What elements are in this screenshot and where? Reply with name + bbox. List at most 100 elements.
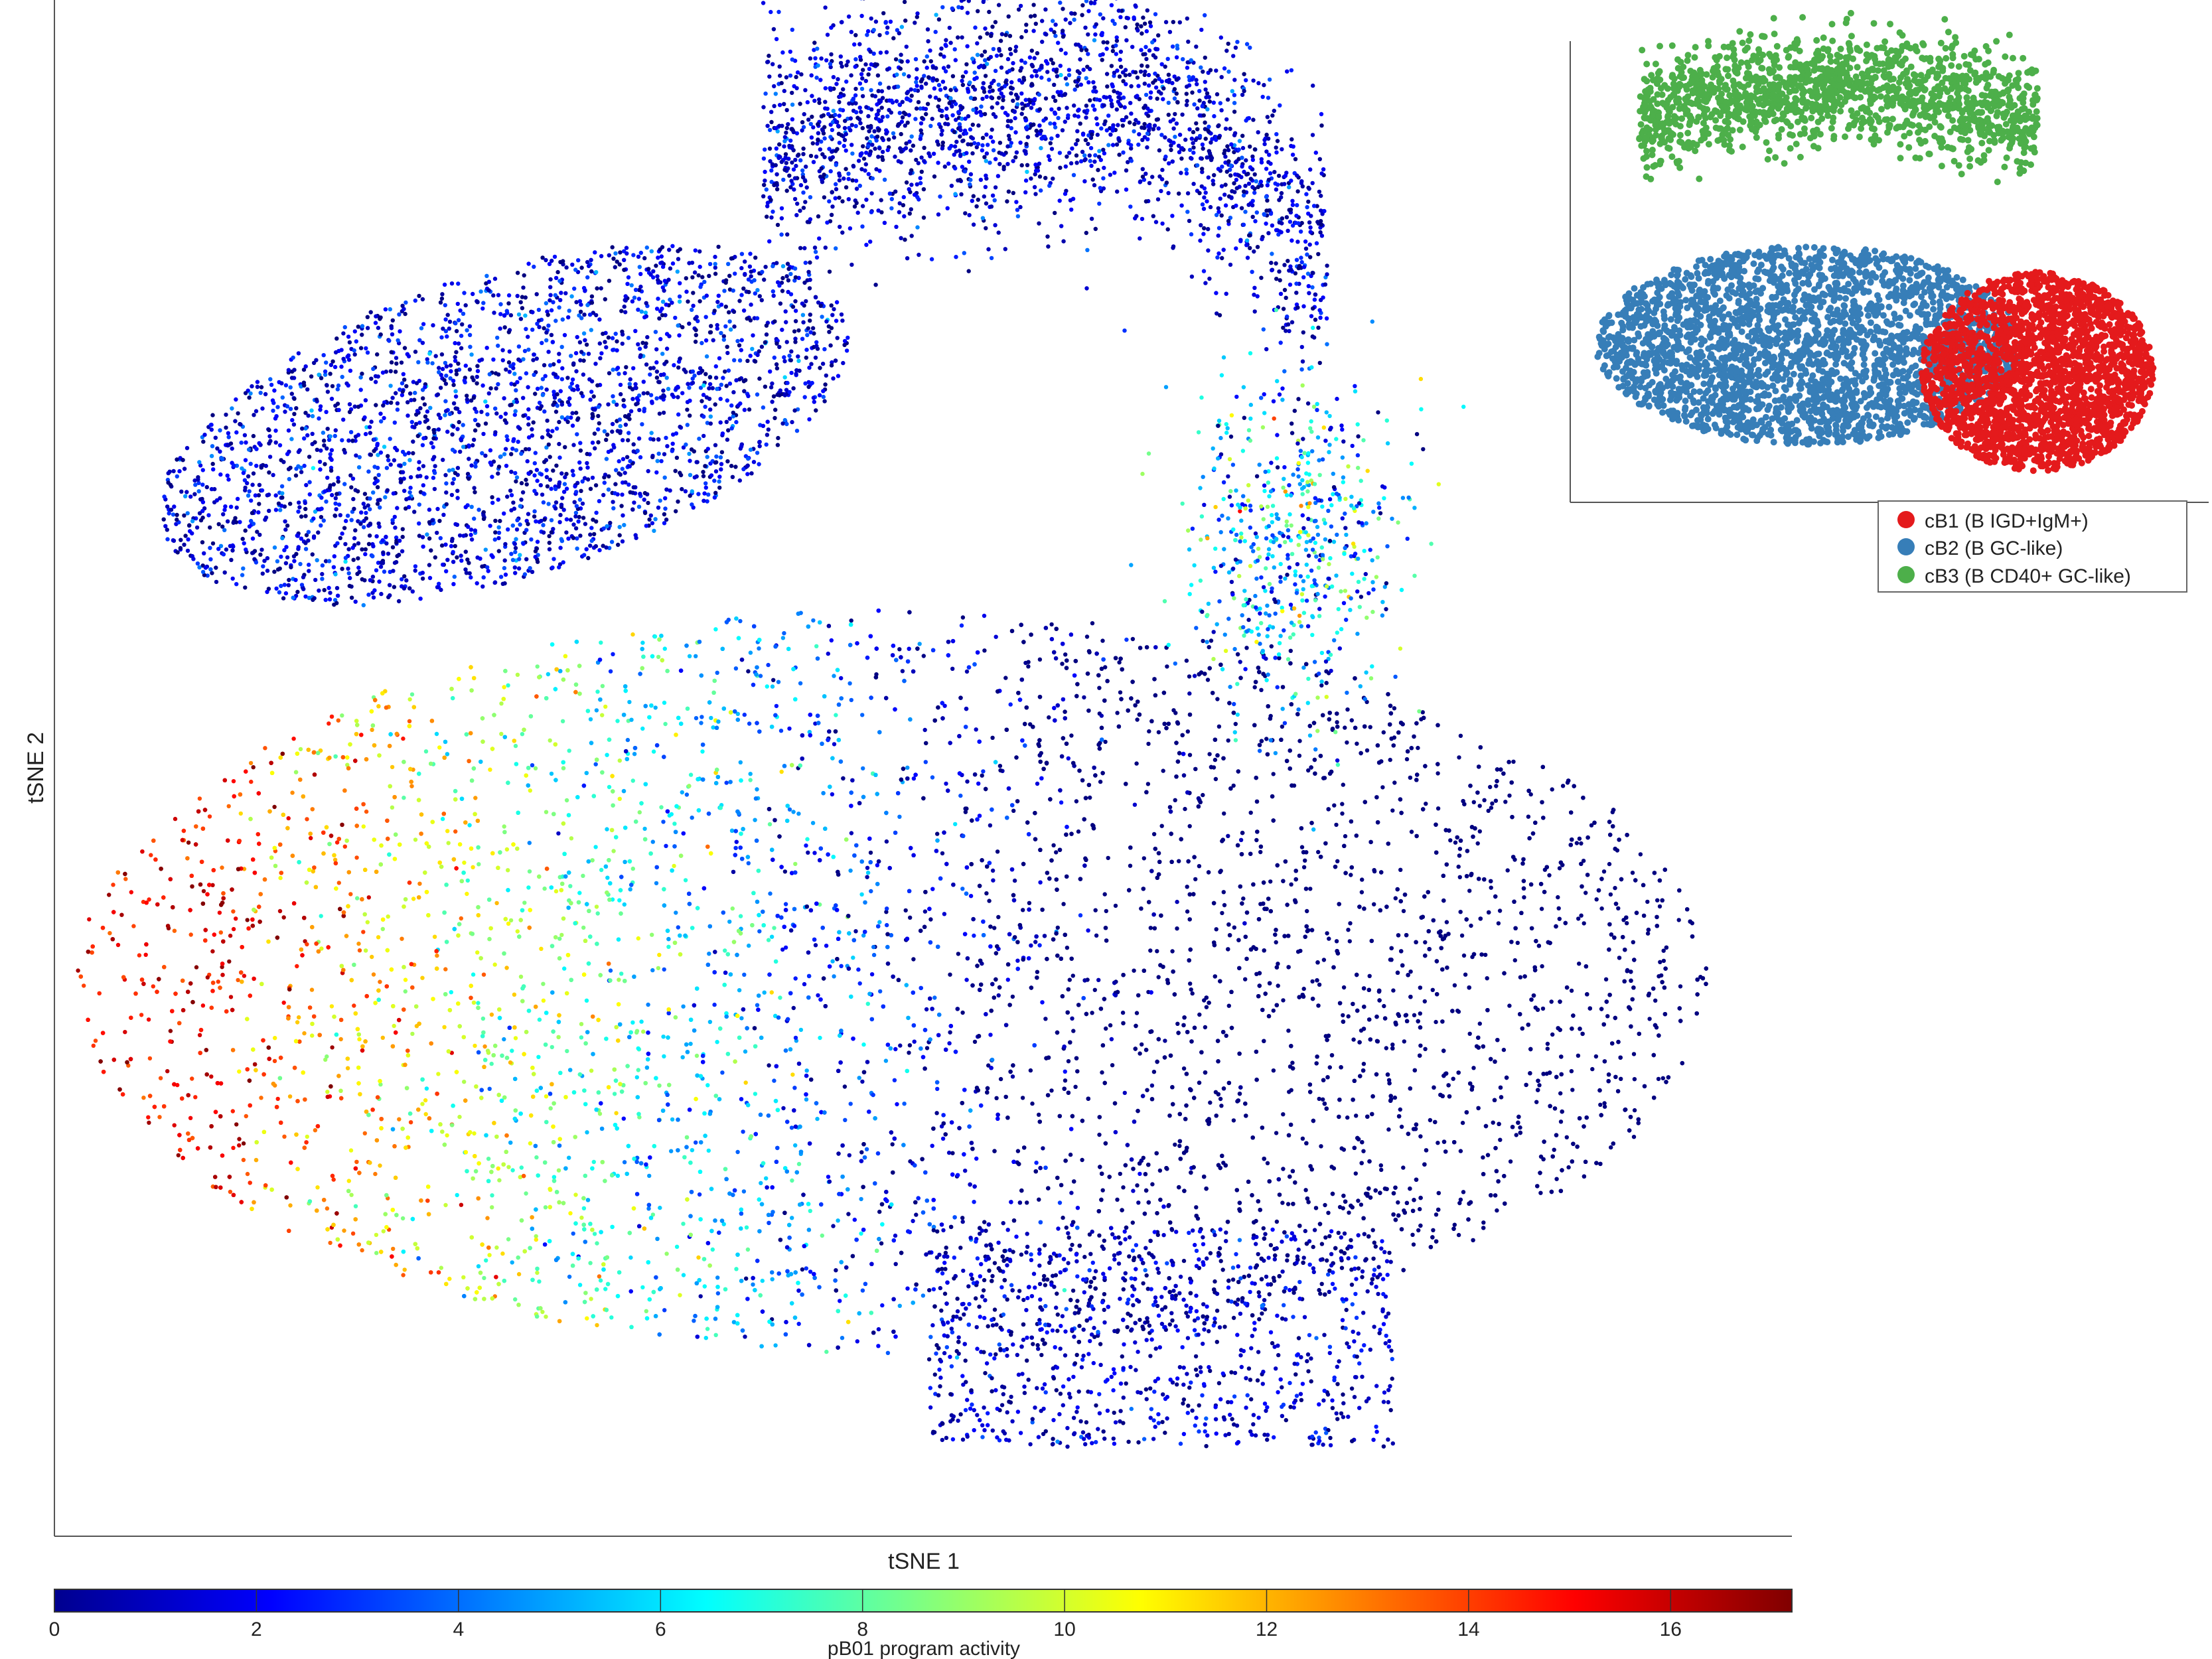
cell-point: [769, 934, 774, 939]
cell-point: [238, 811, 243, 816]
cell-point: [897, 814, 902, 820]
cell-point: [494, 901, 499, 906]
cell-point: [600, 713, 605, 717]
cell-point: [617, 796, 622, 802]
cell-point: [591, 1159, 596, 1165]
cell-point: [1068, 1152, 1073, 1157]
cell-point: [883, 1058, 889, 1063]
cell-point: [1008, 702, 1013, 707]
cell-point: [780, 947, 785, 952]
cell-point: [298, 747, 303, 752]
cell-point: [869, 889, 873, 894]
cell-point: [557, 936, 562, 941]
cell-point: [1258, 849, 1263, 855]
cell-point: [857, 981, 862, 986]
cell-point: [506, 683, 510, 688]
cell-point: [1208, 1251, 1213, 1256]
cell-point: [1021, 908, 1025, 912]
cell-point: [609, 1315, 614, 1320]
cell-point: [903, 908, 908, 913]
cell-point: [757, 646, 761, 651]
cell-point: [1185, 885, 1189, 889]
cell-point: [1631, 1135, 1637, 1139]
cell-point: [1316, 849, 1321, 855]
cell-point: [783, 945, 788, 950]
cell-point: [1613, 886, 1617, 891]
cell-point: [992, 1261, 997, 1265]
cell-point: [391, 1246, 396, 1252]
cell-point: [447, 1276, 452, 1281]
cell-point: [621, 1116, 626, 1121]
cell-point: [895, 1102, 899, 1107]
cell-point: [727, 919, 732, 924]
cell-point: [342, 844, 347, 849]
cell-point: [699, 721, 703, 725]
cell-point: [676, 925, 680, 930]
cell-point: [753, 818, 757, 822]
cell-point: [1616, 906, 1621, 911]
cell-point: [527, 869, 532, 874]
cell-point: [1241, 896, 1246, 901]
cell-point: [984, 1243, 989, 1248]
cell-point: [1404, 757, 1410, 762]
cell-point: [922, 727, 927, 733]
cell-point: [709, 715, 713, 721]
cell-point: [499, 701, 504, 706]
cell-point: [681, 1273, 686, 1277]
cell-point: [1349, 718, 1355, 723]
cell-point: [1148, 926, 1153, 930]
cell-point: [1226, 738, 1230, 743]
cell-point: [832, 974, 836, 979]
cell-point: [897, 1303, 903, 1309]
cell-point: [1104, 1026, 1108, 1031]
cell-point: [1569, 1069, 1574, 1074]
cell-point: [1173, 711, 1178, 715]
cell-point: [357, 948, 362, 953]
cell-point: [188, 932, 193, 937]
cell-point: [228, 933, 233, 938]
cell-point: [629, 717, 634, 722]
cell-point: [880, 1303, 885, 1308]
cell-point: [664, 843, 668, 849]
cell-point: [1489, 885, 1493, 890]
cell-point: [1151, 831, 1157, 837]
cell-point: [297, 1015, 301, 1020]
cell-point: [1434, 1019, 1438, 1025]
cell-point: [923, 760, 928, 764]
cell-point: [315, 1185, 320, 1190]
cell-point: [594, 904, 599, 909]
cell-point: [1025, 1200, 1029, 1205]
cell-point: [352, 1003, 356, 1008]
cell-point: [640, 726, 645, 731]
cell-point: [534, 1155, 539, 1160]
cell-point: [1507, 793, 1512, 798]
cell-point: [1458, 733, 1463, 739]
cell-point: [1545, 1041, 1550, 1046]
cell-point: [220, 965, 224, 970]
cell-point: [930, 887, 935, 891]
cell-point: [218, 930, 223, 935]
cell-point: [1341, 1206, 1345, 1210]
cell-point: [1122, 1090, 1128, 1096]
cell-point: [550, 1045, 554, 1050]
cell-point: [1460, 1120, 1465, 1125]
cell-point: [1329, 1165, 1334, 1169]
cell-point: [226, 804, 231, 809]
cell-point: [826, 1175, 831, 1179]
cell-point: [1120, 1010, 1126, 1015]
cell-point: [640, 1285, 645, 1290]
cell-point: [595, 1241, 599, 1246]
cell-point: [690, 816, 694, 820]
cell-point: [482, 1044, 487, 1049]
cell-point: [544, 810, 549, 814]
cell-point: [1491, 1120, 1495, 1125]
cell-point: [1087, 1232, 1092, 1237]
cell-point: [151, 984, 155, 989]
cell-point: [119, 912, 124, 917]
cell-point: [956, 952, 961, 956]
cell-point: [908, 915, 913, 920]
cell-point: [787, 807, 792, 812]
cell-point: [755, 787, 759, 792]
cell-point: [237, 1143, 242, 1148]
cell-point: [1355, 741, 1359, 746]
